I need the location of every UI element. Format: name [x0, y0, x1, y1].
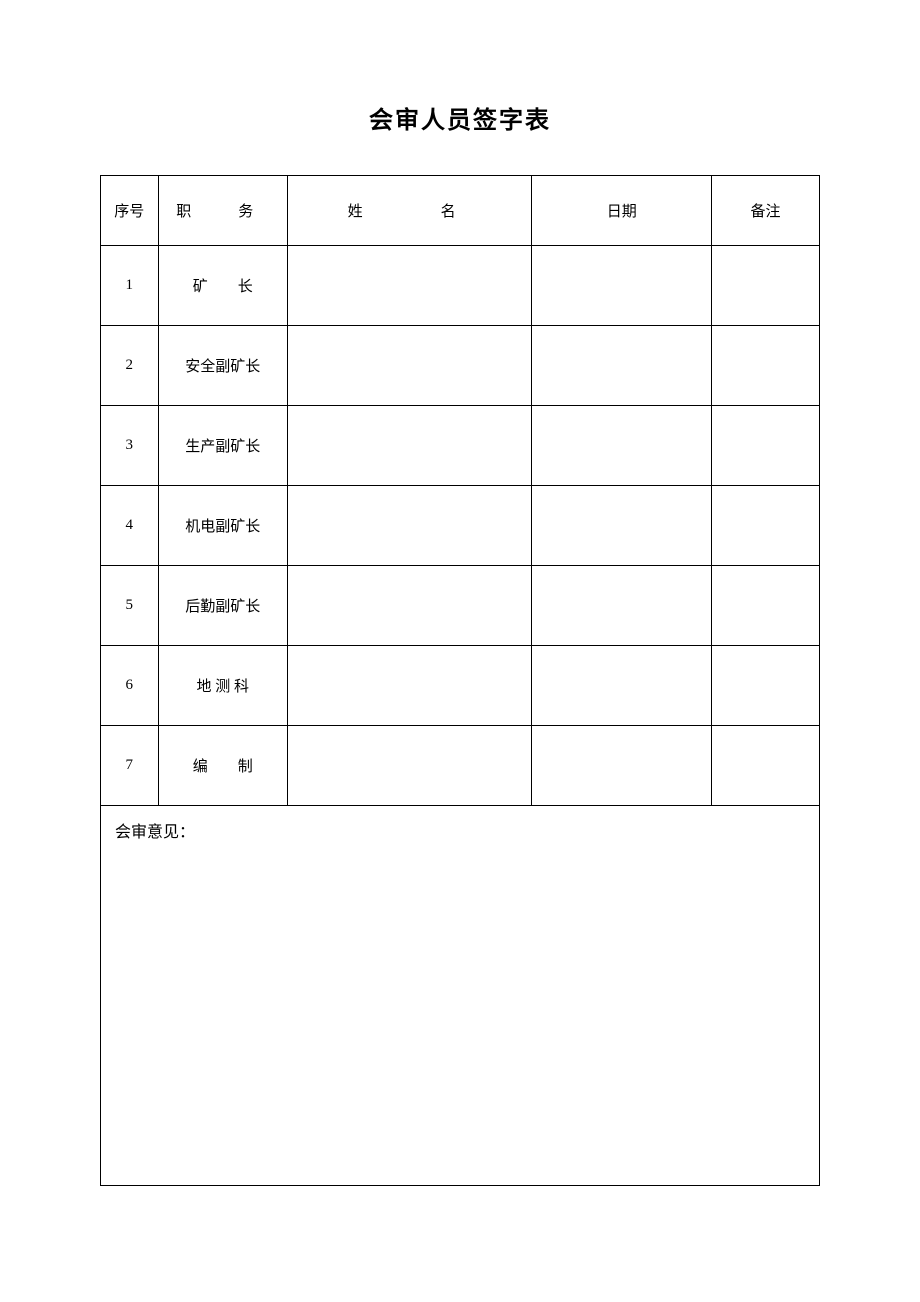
- cell-name: [287, 326, 531, 406]
- table-row: 4 机电副矿长: [101, 486, 820, 566]
- cell-seq: 2: [101, 326, 159, 406]
- cell-date: [532, 246, 712, 326]
- cell-date: [532, 566, 712, 646]
- cell-seq: 6: [101, 646, 159, 726]
- cell-date: [532, 726, 712, 806]
- cell-date: [532, 486, 712, 566]
- cell-remark: [712, 246, 820, 326]
- header-seq: 序号: [101, 176, 159, 246]
- cell-date: [532, 326, 712, 406]
- cell-seq: 3: [101, 406, 159, 486]
- cell-position: 矿 长: [158, 246, 287, 326]
- cell-position: 机电副矿长: [158, 486, 287, 566]
- table-row: 6 地 测 科: [101, 646, 820, 726]
- table-header-row: 序号 职 务 姓 名 日期 备注: [101, 176, 820, 246]
- opinion-row: 会审意见：: [101, 806, 820, 1186]
- signature-table: 序号 职 务 姓 名 日期 备注 1 矿 长 2 安全副矿长 3 生产副矿长: [100, 175, 820, 1186]
- cell-position: 后勤副矿长: [158, 566, 287, 646]
- table-row: 5 后勤副矿长: [101, 566, 820, 646]
- header-name: 姓 名: [287, 176, 531, 246]
- header-name-text: 姓 名: [348, 204, 472, 220]
- header-position-text: 职 务: [176, 204, 269, 220]
- cell-remark: [712, 326, 820, 406]
- header-position: 职 务: [158, 176, 287, 246]
- table-row: 2 安全副矿长: [101, 326, 820, 406]
- cell-position: 生产副矿长: [158, 406, 287, 486]
- table-row: 7 编 制: [101, 726, 820, 806]
- opinion-label: 会审意见：: [115, 824, 195, 841]
- table-row: 1 矿 长: [101, 246, 820, 326]
- cell-name: [287, 726, 531, 806]
- document-title: 会审人员签字表: [100, 100, 820, 135]
- cell-seq: 4: [101, 486, 159, 566]
- table-row: 3 生产副矿长: [101, 406, 820, 486]
- cell-name: [287, 646, 531, 726]
- header-remark: 备注: [712, 176, 820, 246]
- cell-seq: 7: [101, 726, 159, 806]
- cell-remark: [712, 486, 820, 566]
- cell-name: [287, 566, 531, 646]
- cell-position: 编 制: [158, 726, 287, 806]
- cell-date: [532, 406, 712, 486]
- cell-name: [287, 486, 531, 566]
- cell-remark: [712, 646, 820, 726]
- cell-remark: [712, 406, 820, 486]
- cell-remark: [712, 726, 820, 806]
- cell-remark: [712, 566, 820, 646]
- cell-position: 地 测 科: [158, 646, 287, 726]
- header-date: 日期: [532, 176, 712, 246]
- cell-seq: 5: [101, 566, 159, 646]
- opinion-cell: 会审意见：: [101, 806, 820, 1186]
- cell-name: [287, 406, 531, 486]
- cell-date: [532, 646, 712, 726]
- cell-name: [287, 246, 531, 326]
- cell-seq: 1: [101, 246, 159, 326]
- document-page: 会审人员签字表 序号 职 务 姓 名 日期 备注 1 矿 长 2 安全副矿长: [0, 0, 920, 1186]
- cell-position: 安全副矿长: [158, 326, 287, 406]
